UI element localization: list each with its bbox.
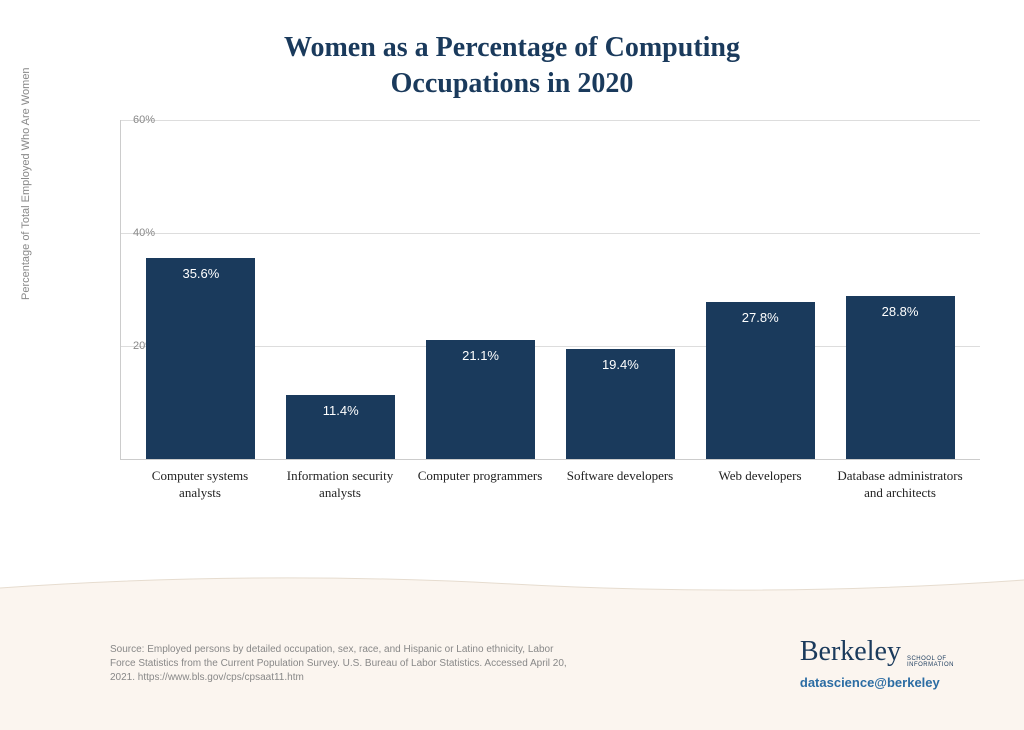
berkeley-logo: Berkeley SCHOOL OF INFORMATION [800,636,954,669]
x-label: Computer programmers [410,468,550,502]
bar-web-developers: 27.8% [706,302,815,459]
bars-container: 35.6% 11.4% 21.1% 19.4% [121,120,980,459]
bar-wrap: 19.4% [550,120,690,459]
page: Women as a Percentage of Computing Occup… [0,0,1024,730]
bar-value-label: 27.8% [706,310,815,325]
berkeley-tagline: datascience@berkeley [800,675,954,690]
chart-area: 60% 40% 20% 35.6% 11.4% 21.1% [80,120,980,540]
bar-information-security-analysts: 11.4% [286,395,395,459]
berkeley-wordmark: Berkeley [800,636,901,668]
chart-title-line1: Women as a Percentage of Computing [284,32,740,63]
bar-wrap: 11.4% [271,120,411,459]
bar-wrap: 21.1% [411,120,551,459]
bar-value-label: 21.1% [426,348,535,363]
x-label: Web developers [690,468,830,502]
bar-value-label: 28.8% [846,304,955,319]
bar-wrap: 27.8% [690,120,830,459]
bar-computer-programmers: 21.1% [426,340,535,459]
x-label: Software developers [550,468,690,502]
bar-software-developers: 19.4% [566,349,675,459]
bar-wrap: 35.6% [131,120,271,459]
bar-wrap: 28.8% [830,120,970,459]
footer: Source: Employed persons by detailed occ… [0,600,1024,730]
x-label: Computer systems analysts [130,468,270,502]
bar-computer-systems-analysts: 35.6% [146,258,255,459]
x-labels: Computer systems analysts Information se… [120,468,980,502]
x-label: Database administrators and architects [830,468,970,502]
bar-value-label: 35.6% [146,266,255,281]
berkeley-block: Berkeley SCHOOL OF INFORMATION datascien… [800,636,954,690]
chart-title: Women as a Percentage of Computing Occup… [0,0,1024,103]
footer-wave [0,570,1024,600]
source-text: Source: Employed persons by detailed occ… [110,643,570,685]
y-axis-label: Percentage of Total Employed Who Are Wom… [20,67,32,300]
chart-title-line2: Occupations in 2020 [391,68,634,99]
bar-database-administrators: 28.8% [846,296,955,459]
bar-value-label: 19.4% [566,357,675,372]
plot: 60% 40% 20% 35.6% 11.4% 21.1% [120,120,980,460]
bar-value-label: 11.4% [286,403,395,418]
berkeley-subtext: SCHOOL OF INFORMATION [907,656,954,669]
x-label: Information security analysts [270,468,410,502]
